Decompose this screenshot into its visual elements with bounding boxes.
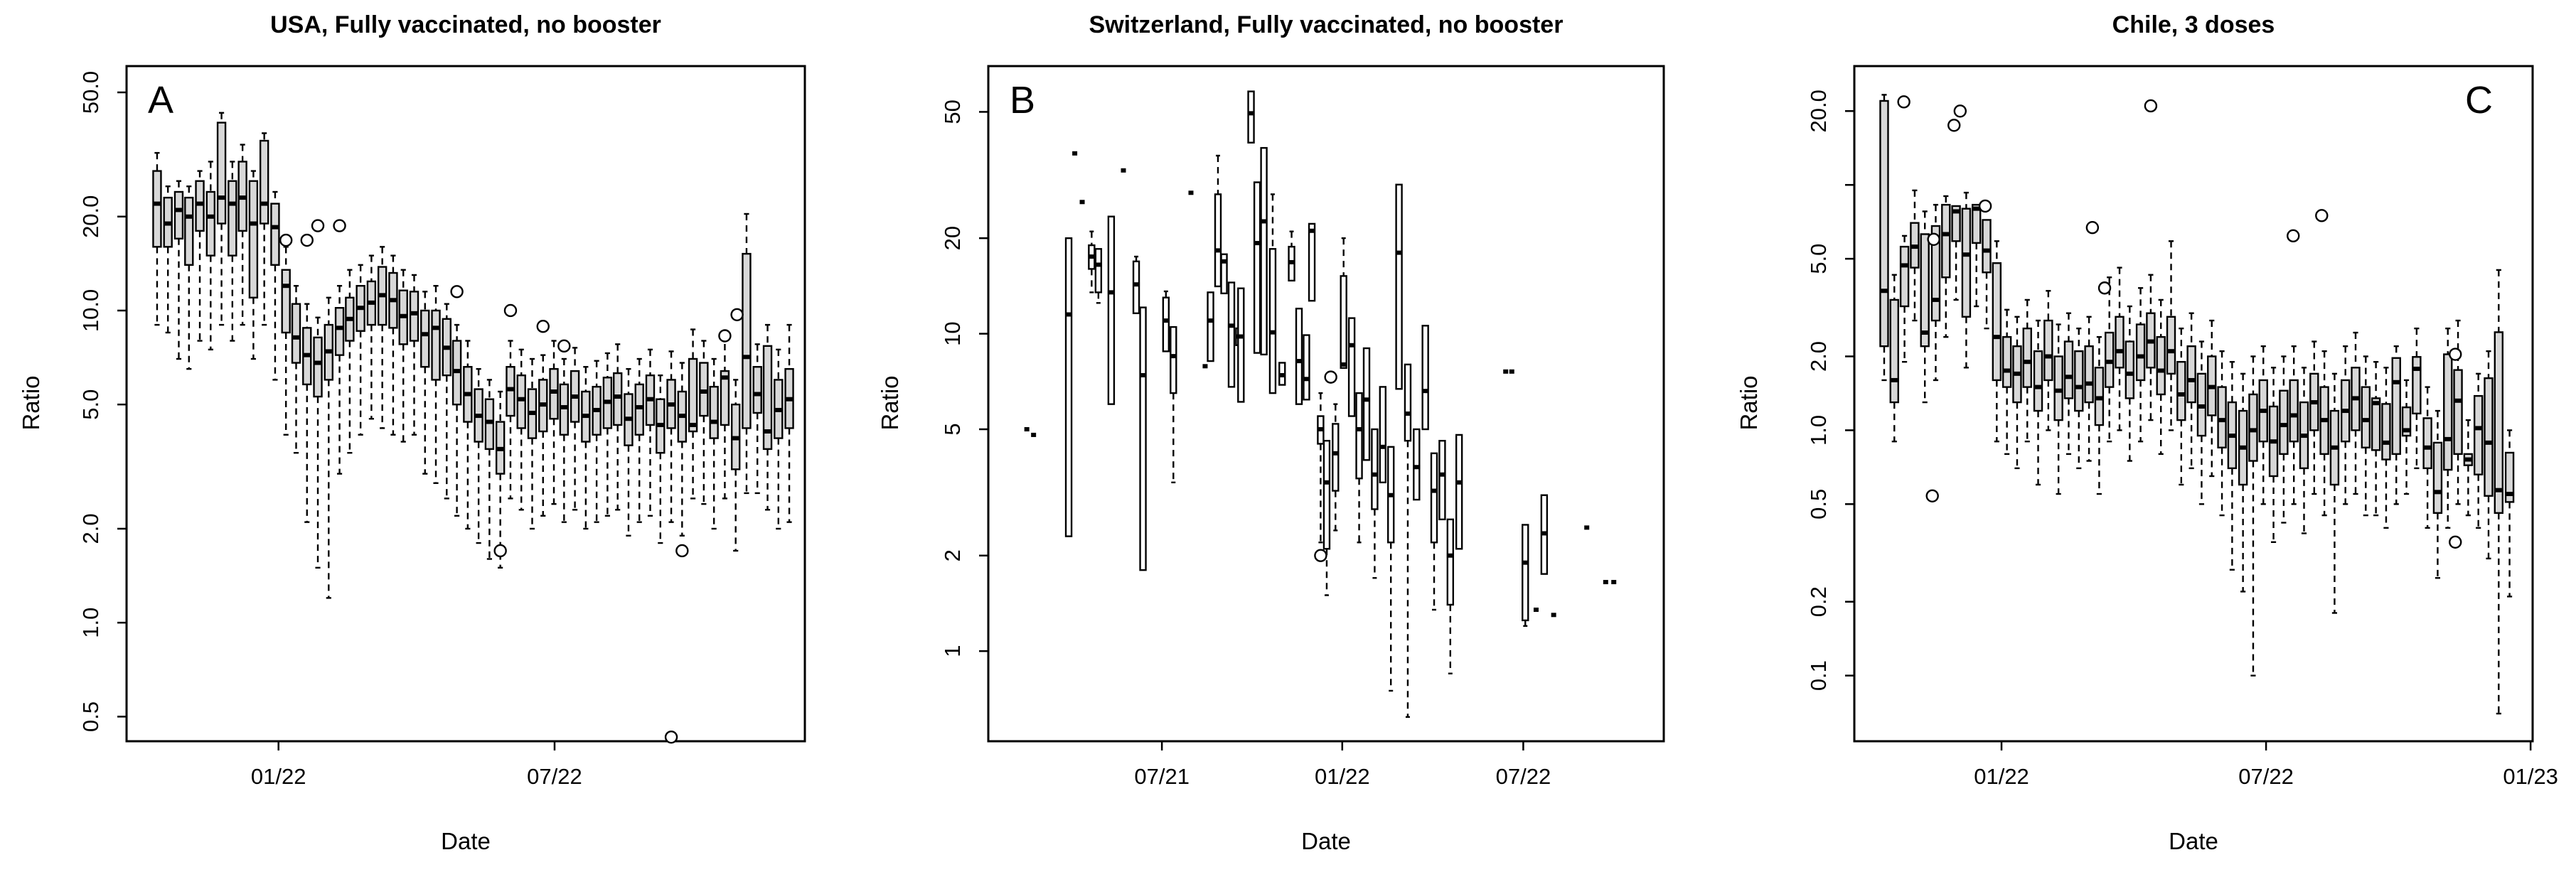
svg-text:01/22: 01/22 bbox=[1315, 764, 1370, 789]
svg-text:20.0: 20.0 bbox=[1806, 90, 1831, 132]
svg-text:2: 2 bbox=[940, 549, 965, 561]
svg-text:1.0: 1.0 bbox=[78, 608, 103, 638]
boxplot-svg-switzerland: 50 20 10 5 2 1 07/21 01/22 07/22 bbox=[940, 65, 1665, 789]
panel-letter-usa: A bbox=[148, 79, 174, 122]
panel-letter-switzerland: B bbox=[1010, 79, 1036, 122]
panel-switzerland: 50 20 10 5 2 1 07/21 01/22 07/22 Switzerland, Fu… bbox=[859, 0, 1718, 872]
svg-text:20: 20 bbox=[940, 226, 965, 250]
x-axis-label-switzerland: Date bbox=[1301, 828, 1351, 854]
y-axis-label-chile: Ratio bbox=[1736, 375, 1762, 431]
svg-text:5.0: 5.0 bbox=[78, 389, 103, 420]
svg-text:01/22: 01/22 bbox=[251, 764, 306, 789]
svg-text:5: 5 bbox=[940, 423, 965, 435]
svg-text:01/23: 01/23 bbox=[2503, 764, 2558, 789]
svg-text:10: 10 bbox=[940, 321, 965, 345]
svg-text:50.0: 50.0 bbox=[78, 71, 103, 114]
svg-text:07/22: 07/22 bbox=[527, 764, 582, 789]
svg-text:07/22: 07/22 bbox=[2238, 764, 2294, 789]
svg-text:20.0: 20.0 bbox=[78, 195, 103, 238]
svg-text:0.2: 0.2 bbox=[1806, 586, 1831, 617]
svg-text:50: 50 bbox=[940, 99, 965, 124]
svg-text:10.0: 10.0 bbox=[78, 289, 103, 332]
boxplot-svg-chile: 20.0 5.0 2.0 1.0 0.5 0.2 0.1 01/22 07/22 01/23 bbox=[1806, 65, 2558, 789]
panel-usa: 50.0 20.0 10.0 5.0 2.0 1.0 0.5 01/22 07/22 USA, … bbox=[0, 0, 859, 872]
svg-text:0.5: 0.5 bbox=[1806, 489, 1831, 520]
svg-text:1: 1 bbox=[940, 645, 965, 657]
panel-title-usa: USA, Fully vaccinated, no booster bbox=[270, 11, 661, 38]
x-axis-label-chile: Date bbox=[2169, 828, 2218, 854]
y-axis-label-usa: Ratio bbox=[18, 375, 44, 431]
panel-title-switzerland: Switzerland, Fully vaccinated, no booste… bbox=[1089, 11, 1564, 38]
svg-text:2.0: 2.0 bbox=[1806, 341, 1831, 372]
svg-text:0.5: 0.5 bbox=[78, 701, 103, 732]
x-axis-label-usa: Date bbox=[441, 828, 491, 854]
panel-letter-chile: C bbox=[2465, 79, 2493, 122]
y-axis-label-switzerland: Ratio bbox=[877, 375, 903, 431]
panel-title-chile: Chile, 3 doses bbox=[2112, 11, 2275, 38]
panel-chile: 20.0 5.0 2.0 1.0 0.5 0.2 0.1 01/22 07/22 01/23 Ch… bbox=[1718, 0, 2576, 872]
svg-text:1.0: 1.0 bbox=[1806, 415, 1831, 446]
svg-text:01/22: 01/22 bbox=[1974, 764, 2029, 789]
svg-text:5.0: 5.0 bbox=[1806, 244, 1831, 274]
svg-text:07/21: 07/21 bbox=[1134, 764, 1190, 789]
svg-text:2.0: 2.0 bbox=[78, 513, 103, 544]
svg-text:07/22: 07/22 bbox=[1496, 764, 1551, 789]
svg-text:0.1: 0.1 bbox=[1806, 660, 1831, 691]
boxplot-svg-usa: 50.0 20.0 10.0 5.0 2.0 1.0 0.5 01/22 07/22 bbox=[78, 65, 806, 789]
